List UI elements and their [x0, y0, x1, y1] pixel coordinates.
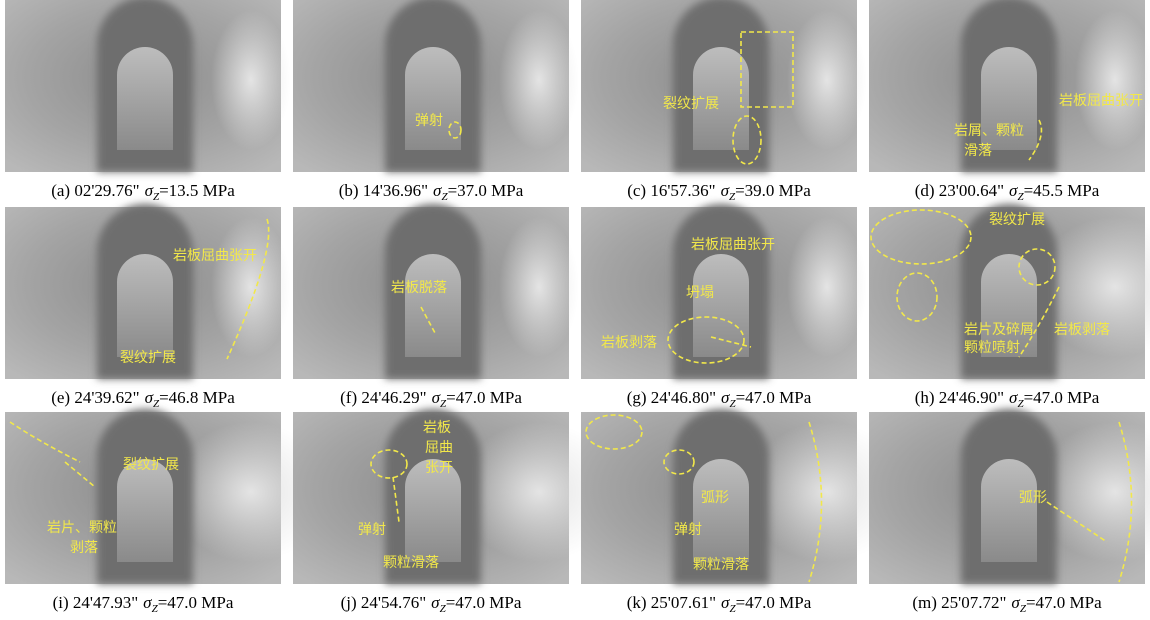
bright-rock	[787, 10, 867, 150]
caption-label: (i) 24'47.93"	[53, 593, 139, 612]
panel	[5, 0, 291, 172]
tunnel-door	[117, 47, 173, 150]
annotation: 颗粒喷射	[964, 340, 1020, 356]
tunnel-door	[405, 47, 461, 150]
annotation: 裂纹扩展	[123, 457, 179, 473]
figure: (a) 02'29.76"σZ=13.5 MPa 弹射 (b) 14'36.96"σ…	[0, 0, 1150, 620]
annotation: 颗粒滑落	[693, 556, 749, 573]
annotation: 裂纹扩展	[120, 350, 176, 366]
caption: (d) 23'00.64"σZ=45.5 MPa	[915, 181, 1100, 203]
bright-rock	[499, 10, 579, 150]
bright-rock	[211, 10, 291, 150]
annotation: 弹射	[674, 522, 702, 538]
caption-label: (h) 24'46.90"	[915, 388, 1004, 407]
annotation: 岩板剥落	[601, 335, 657, 351]
annotation: 岩屑、颗粒	[954, 123, 1024, 139]
panel: 裂纹扩展	[581, 0, 867, 172]
panel: 弧形	[869, 409, 1150, 584]
caption: (e) 24'39.62"σZ=46.8 MPa	[51, 388, 235, 410]
caption: (k) 25'07.61"σZ=47.0 MPa	[627, 593, 812, 615]
annotation: 岩板屈曲张开	[173, 248, 257, 264]
annotation: 弹射	[358, 522, 386, 538]
tunnel-door	[981, 459, 1037, 562]
annotation: 屈曲	[425, 440, 453, 456]
annotation: 裂纹扩展	[989, 212, 1045, 228]
caption-label: (a) 02'29.76"	[51, 181, 139, 200]
panel: 弹射	[293, 0, 579, 172]
tunnel-door	[117, 459, 173, 562]
tunnel-door	[693, 459, 749, 562]
caption-value: =47.0 MPa	[736, 388, 812, 407]
caption-value: =45.5 MPa	[1024, 181, 1100, 200]
bright-rock	[499, 217, 579, 357]
panel: 弧形弹射颗粒滑落	[581, 409, 907, 584]
annotation: 弧形	[1019, 490, 1047, 506]
annotation: 岩板屈曲张开	[691, 237, 775, 253]
caption-value: =47.0 MPa	[158, 593, 234, 612]
annotation: 剥落	[70, 540, 98, 556]
annotation: 颗粒滑落	[383, 554, 439, 571]
caption: (a) 02'29.76"σZ=13.5 MPa	[51, 181, 235, 203]
annotation: 岩片、颗粒	[47, 520, 117, 536]
caption-value: =47.0 MPa	[1024, 388, 1100, 407]
panel: 岩板屈曲张开弹射颗粒滑落	[293, 409, 619, 584]
caption-label: (m) 25'07.72"	[912, 593, 1006, 612]
tunnel-door	[117, 254, 173, 357]
annotation: 张开	[425, 460, 453, 476]
annotation: 坍塌	[686, 285, 714, 301]
caption-label: (d) 23'00.64"	[915, 181, 1004, 200]
caption-value: =47.0 MPa	[736, 593, 812, 612]
caption-value: =13.5 MPa	[159, 181, 235, 200]
caption-value: =37.0 MPa	[448, 181, 524, 200]
annotation: 滑落	[964, 142, 992, 159]
tunnel-door	[405, 254, 461, 357]
annotation: 裂纹扩展	[663, 96, 719, 112]
annotation: 岩板脱落	[391, 280, 447, 296]
caption-label: (e) 24'39.62"	[51, 388, 139, 407]
caption-value: =46.8 MPa	[159, 388, 235, 407]
caption: (b) 14'36.96"σZ=37.0 MPa	[339, 181, 524, 203]
caption-value: =39.0 MPa	[735, 181, 811, 200]
caption-label: (c) 16'57.36"	[627, 181, 715, 200]
annotation: 岩板	[423, 420, 451, 436]
caption-label: (f) 24'46.29"	[340, 388, 427, 407]
caption-value: =47.0 MPa	[446, 388, 522, 407]
tunnel-door	[693, 254, 749, 357]
annotation: 弹射	[415, 113, 443, 129]
caption: (h) 24'46.90"σZ=47.0 MPa	[915, 388, 1100, 410]
caption: (f) 24'46.29"σZ=47.0 MPa	[340, 388, 522, 410]
panel: 岩板脱落	[293, 204, 579, 379]
annotation: 岩板剥落	[1054, 322, 1110, 338]
bright-rock	[211, 217, 291, 357]
caption-label: (g) 24'46.80"	[627, 388, 716, 407]
caption-value: =47.0 MPa	[1026, 593, 1102, 612]
caption: (c) 16'57.36"σZ=39.0 MPa	[627, 181, 811, 203]
bright-rock	[787, 217, 867, 357]
annotation: 岩片及碎屑	[964, 322, 1034, 338]
caption: (m) 25'07.72"σZ=47.0 MPa	[912, 593, 1102, 615]
caption: (i) 24'47.93"σZ=47.0 MPa	[53, 593, 234, 615]
caption-label: (j) 24'54.76"	[341, 593, 427, 612]
caption: (g) 24'46.80"σZ=47.0 MPa	[627, 388, 812, 410]
caption-label: (k) 25'07.61"	[627, 593, 716, 612]
caption: (j) 24'54.76"σZ=47.0 MPa	[341, 593, 522, 615]
caption-label: (b) 14'36.96"	[339, 181, 428, 200]
caption-value: =47.0 MPa	[446, 593, 522, 612]
annotation: 岩板屈曲张开	[1059, 93, 1143, 109]
annotation: 弧形	[701, 490, 729, 506]
